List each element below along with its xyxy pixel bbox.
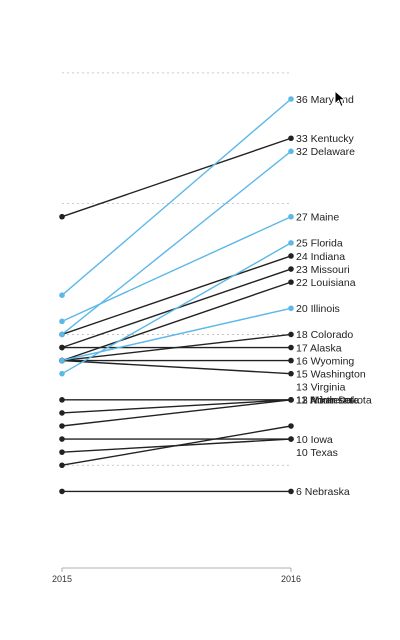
- point-2015: [59, 318, 65, 325]
- series-line: [61, 216, 292, 322]
- point-2015: [59, 410, 65, 416]
- point-2015: [59, 436, 65, 442]
- series-line: [61, 438, 292, 453]
- series-label: 11 North Dakota: [296, 395, 372, 407]
- x-tick-label: 2015: [52, 574, 72, 584]
- point-2015: [59, 213, 65, 220]
- point-2016: [288, 135, 294, 142]
- series-label: 23 Missouri: [296, 264, 350, 276]
- point-2016: [288, 266, 294, 272]
- point-2016: [288, 240, 294, 246]
- series-label: 6 Nebraska: [296, 486, 350, 498]
- point-2016: [288, 305, 294, 312]
- series-label: 13 Virginia: [296, 382, 346, 394]
- series-label: 13 Arkansas: [296, 395, 354, 407]
- series-label: 20 Illinois: [296, 303, 340, 315]
- point-2015: [59, 462, 65, 469]
- series-label: 27 Maine: [296, 212, 339, 224]
- point-2016: [288, 213, 294, 220]
- point-2015: [59, 344, 65, 351]
- point-2015: [59, 331, 65, 338]
- point-2016: [288, 423, 294, 429]
- point-2016: [288, 96, 294, 102]
- point-2016: [288, 279, 294, 285]
- point-2016: [288, 344, 294, 351]
- x-tick-label: 2016: [281, 574, 301, 584]
- mouse-cursor-icon: [334, 90, 346, 108]
- series-lines: [61, 98, 292, 493]
- series-label: 10 Iowa: [296, 434, 333, 446]
- series-label: 16 Wyoming: [296, 355, 354, 367]
- series-label: 17 Alaska: [296, 342, 342, 354]
- series-line: [61, 307, 292, 362]
- series-line: [61, 255, 292, 336]
- series-label: 12 Minnesota: [296, 395, 359, 407]
- series-points: [59, 96, 294, 495]
- series-label: 10 Texas: [296, 447, 338, 459]
- series-line: [61, 399, 292, 427]
- point-2016: [288, 397, 294, 403]
- series-label: 25 Florida: [296, 238, 343, 250]
- point-2015: [59, 292, 65, 299]
- series-line: [61, 399, 292, 414]
- point-2016: [288, 488, 294, 495]
- gridlines: [62, 72, 291, 466]
- series-label: 32 Delaware: [296, 146, 355, 158]
- series-line: [61, 98, 292, 296]
- point-2016: [288, 357, 294, 364]
- point-2015: [59, 370, 65, 377]
- series-line: [61, 359, 292, 375]
- series-label: 22 Louisiana: [296, 277, 356, 289]
- point-2016: [288, 370, 294, 377]
- point-2015: [59, 397, 65, 403]
- point-2016: [288, 148, 294, 155]
- series-line: [61, 242, 292, 375]
- series-label: 18 Colorado: [296, 329, 353, 341]
- point-2016: [288, 253, 294, 259]
- series-line: [61, 137, 292, 218]
- series-label: 15 Washington: [296, 368, 366, 380]
- point-2015: [59, 423, 65, 429]
- point-2016: [288, 436, 294, 442]
- x-axis: 2015 2016: [52, 567, 301, 584]
- point-2015: [59, 357, 65, 364]
- series-line: [61, 150, 292, 335]
- point-2015: [59, 449, 65, 455]
- series-label: 33 Kentucky: [296, 133, 355, 145]
- series-label: 24 Indiana: [296, 251, 345, 263]
- series-line: [61, 281, 292, 362]
- point-2016: [288, 331, 294, 338]
- point-2015: [59, 488, 65, 495]
